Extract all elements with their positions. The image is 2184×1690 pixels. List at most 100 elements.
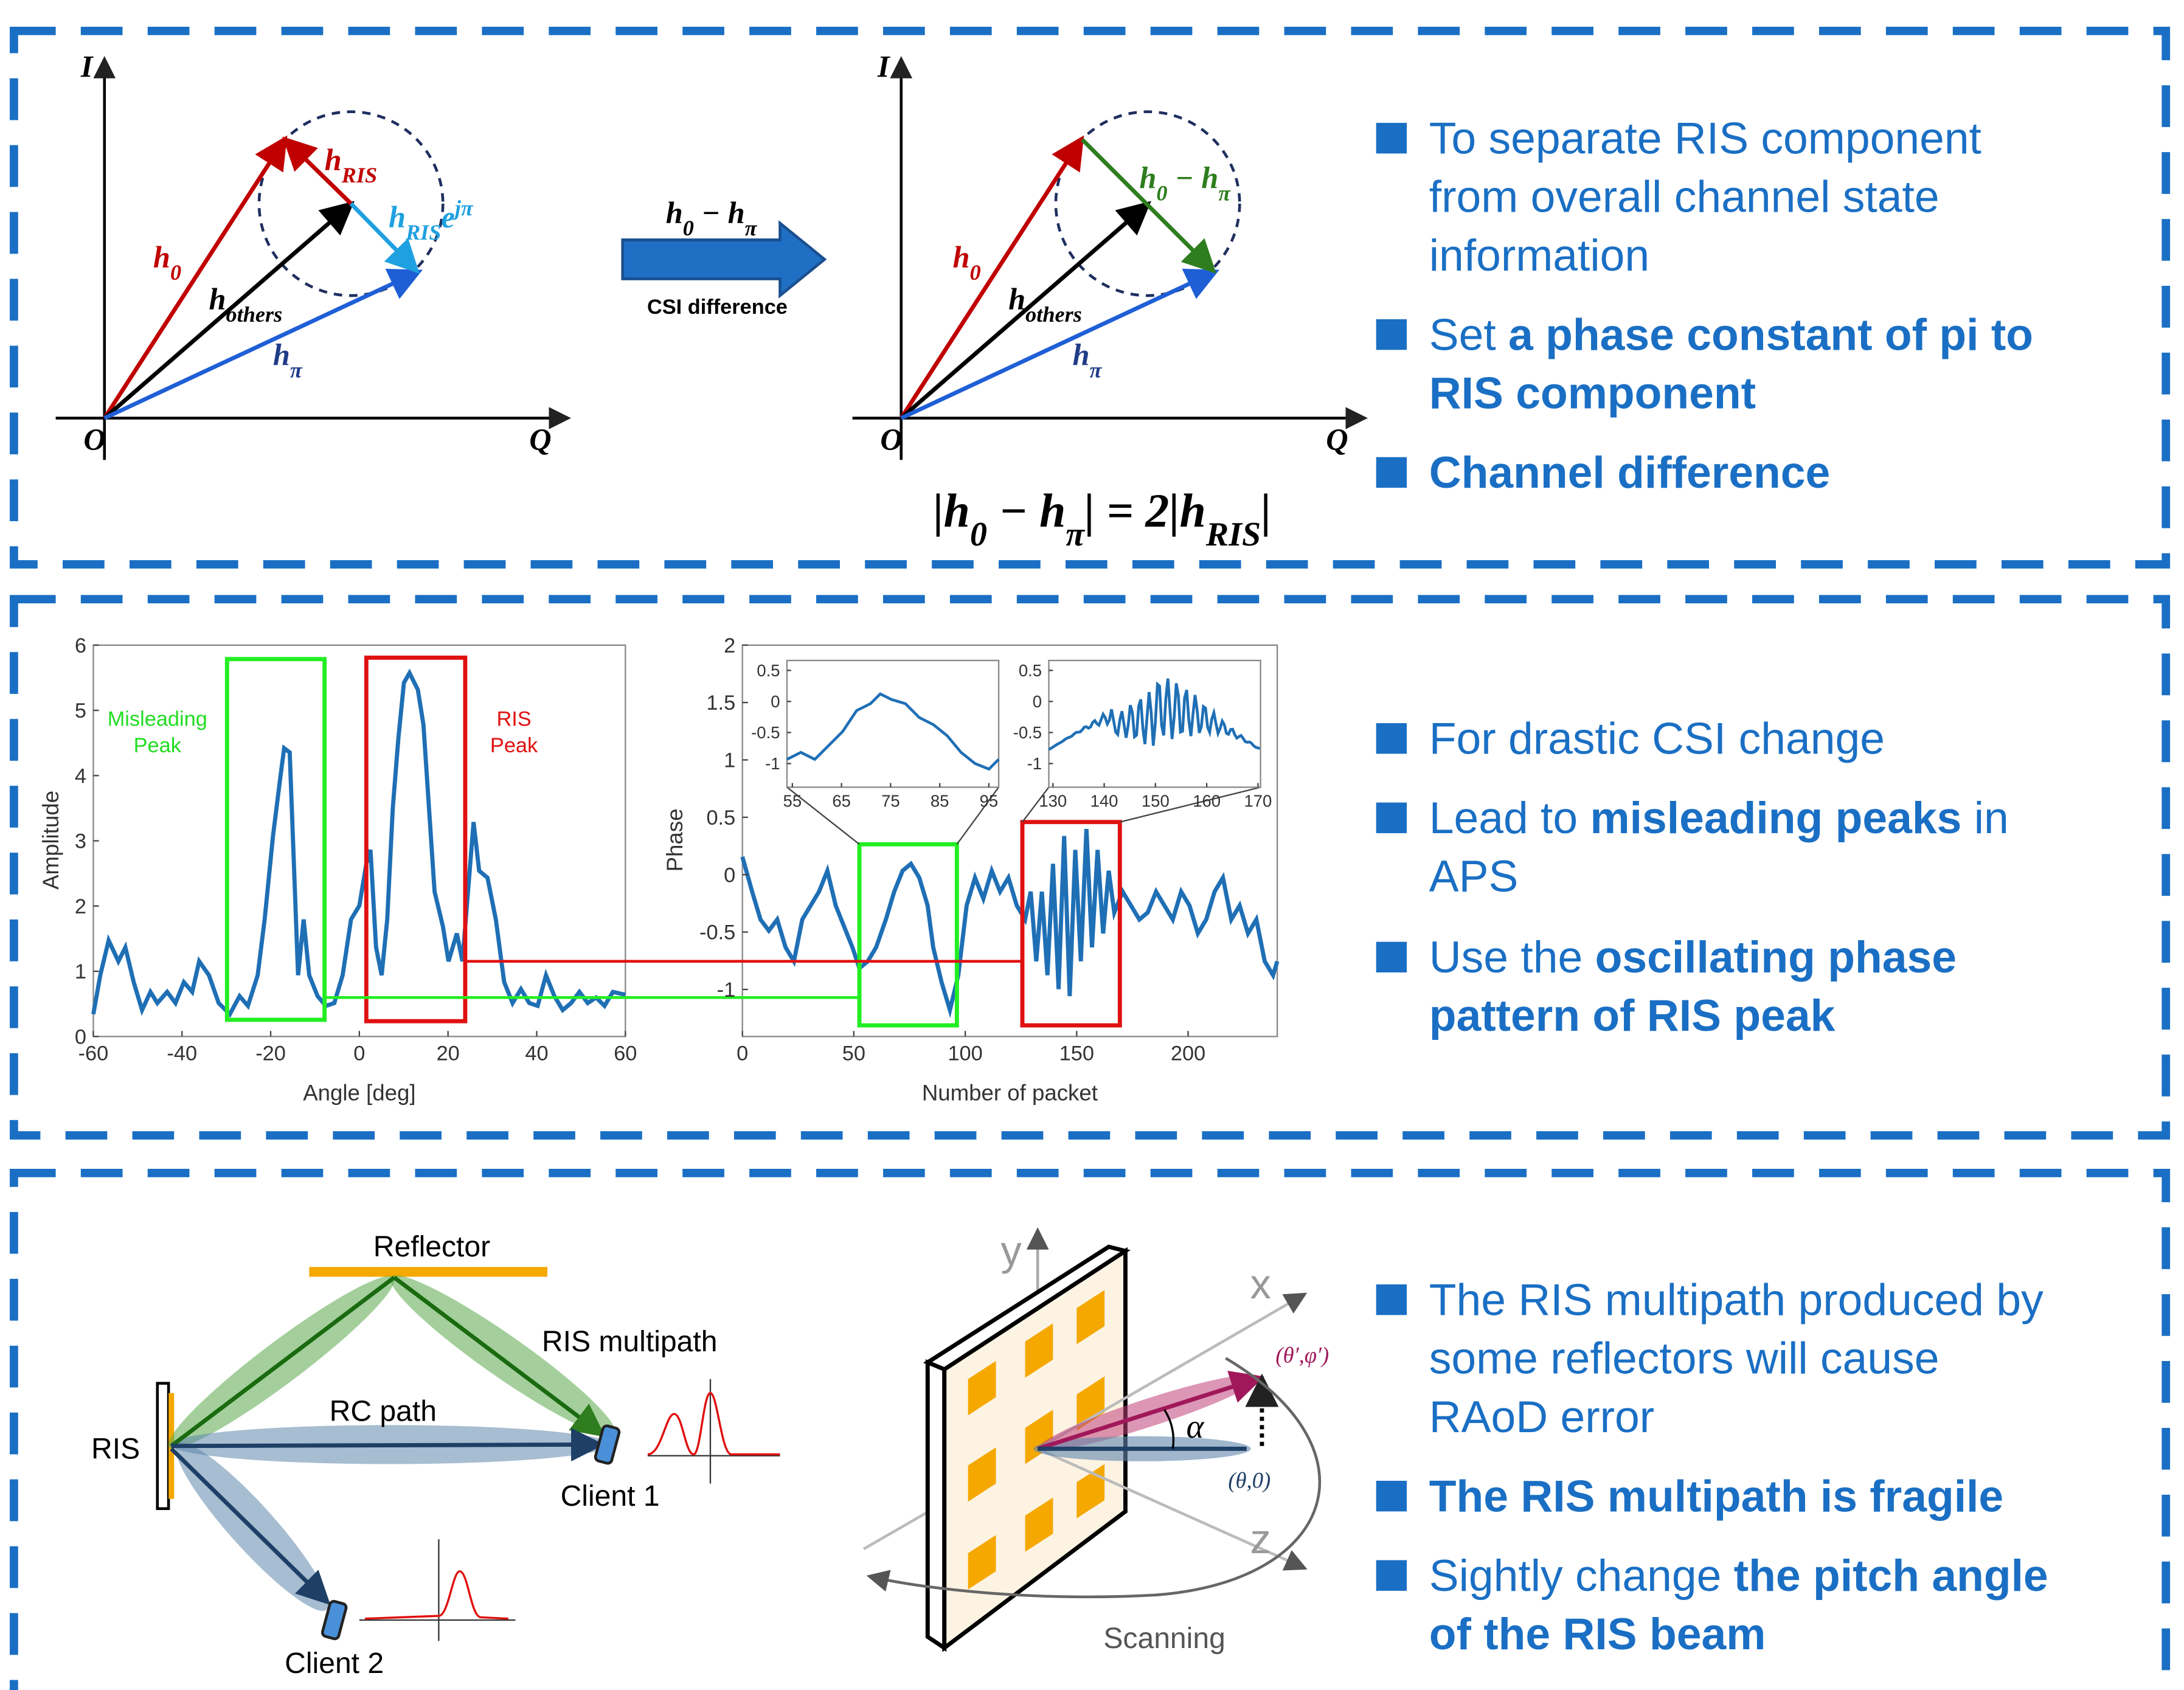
vector-label: hRISejπ [389,196,474,244]
text-segment: 0 [970,260,981,285]
text-segment: information [1429,230,1649,280]
bullet-marker [1376,1284,1407,1315]
text-segment: 0 [1156,181,1167,206]
text-segment: π [1089,358,1102,383]
y-tick-label: 0 [75,1025,86,1048]
axis-label: O [83,423,105,457]
text-segment: Channel difference [1429,448,1831,497]
y-tick-label: 0.5 [706,806,735,829]
ris-surface [158,1384,168,1509]
x-tick-label: 130 [1039,792,1067,811]
x-tick-label: 170 [1244,792,1272,811]
bullet-marker [1376,457,1407,488]
text-segment: − h [694,196,745,230]
equation: |h0 − hπ| = 2|hRIS| [933,485,1271,553]
bullet-text: information [1429,230,1649,280]
x-tick-label: 85 [931,792,949,811]
axis-label: z [1250,1515,1271,1562]
path-line [172,1444,597,1446]
annotation: Misleading [108,708,207,731]
bullet-marker [1376,319,1407,350]
label: Reflector [373,1230,490,1263]
text-segment: RIS [341,163,377,187]
bullet-text: To separate RIS component [1429,113,1981,163]
text-segment: a phase constant of pi to [1508,310,2033,359]
x-tick-label: 150 [1059,1042,1094,1065]
text-segment: misleading peaks [1590,793,1962,843]
text-segment: The RIS multipath is fragile [1429,1471,2003,1521]
figure: IOQhRIShRISejπh0hothershπh0 − hπCSI diff… [0,0,2184,1690]
text-segment: h [666,196,683,230]
text-segment: h [325,143,342,177]
text-segment: Sightly change [1429,1551,1734,1601]
text-segment: To separate RIS component [1429,113,1981,163]
bullet-text: Sightly change the pitch angle [1429,1551,2048,1601]
x-tick-label: 160 [1193,792,1221,811]
text-segment: e [441,200,454,234]
label: Client 2 [285,1647,384,1680]
x-tick-label: 65 [832,792,851,811]
x-axis-label: Number of packet [922,1081,1098,1106]
label: RC path [330,1394,437,1427]
bullet-text: APS [1429,851,1519,901]
text-segment: h [209,282,226,316]
axis-label: I [80,49,94,83]
x-tick-label: 95 [980,792,999,811]
text-segment: of the RIS beam [1429,1609,1766,1659]
label: RIS [91,1432,140,1465]
bullet-marker [1376,803,1407,833]
slab-side [927,1362,944,1647]
text-segment: Set [1429,310,1508,359]
y-tick-label: 0 [771,692,780,711]
mini-spectrum [648,1393,780,1455]
x-tick-label: 50 [842,1042,865,1065]
text-segment: some reflectors will cause [1429,1334,1940,1384]
mini-spectrum [365,1571,508,1619]
arrow-formula: h0 − hπ [666,196,758,240]
text-segment: For drastic CSI change [1429,713,1885,763]
path-line [172,1449,325,1599]
x-tick-label: 140 [1090,792,1118,811]
vector-label: h0 − hπ [1139,161,1231,206]
x-tick-label: 0 [353,1042,365,1065]
y-tick-label: 3 [75,830,86,853]
text-segment: h [952,240,969,274]
label: Scanning [1103,1622,1225,1655]
x-tick-label: 150 [1142,792,1170,811]
vector-label: hothers [1008,282,1082,327]
bullet-marker [1376,1481,1407,1511]
text-segment: h [1139,161,1156,195]
vector-label: h0 [153,240,181,285]
axis-label: y [1000,1227,1022,1274]
inset-frame [787,660,999,787]
bullet-text: The RIS multipath is fragile [1429,1471,2003,1521]
text-segment: from overall channel state [1429,172,1940,222]
text-segment: 0 [170,260,181,285]
bullet-marker [1376,123,1407,153]
angle-label: α [1187,1408,1205,1445]
y-tick-label: 0.5 [1019,661,1042,680]
bullet-text: Channel difference [1429,448,1831,497]
text-segment: Lead to [1429,793,1590,843]
bullet-marker [1376,942,1407,972]
text-segment: the pitch angle [1734,1551,2048,1601]
axis-label: x [1250,1261,1271,1307]
axis-label: Q [1326,423,1348,457]
vector-label: h0 [952,240,980,285]
text-segment: 0 [683,216,694,240]
x-axis-label: Angle [deg] [303,1081,415,1106]
right-vector-diagram [853,61,1362,460]
text-segment: in [1961,793,2008,843]
text-segment: pattern of RIS peak [1429,991,1836,1041]
y-axis-label: Amplitude [38,791,63,890]
label: RIS multipath [542,1325,718,1358]
bullet-text: RAoD error [1429,1392,1654,1442]
x-tick-label: 200 [1171,1042,1205,1065]
bullet-text: Set a phase constant of pi to [1429,310,2033,359]
bullet-text: Lead to misleading peaks in [1429,793,2009,843]
bullet-marker [1376,1560,1407,1591]
text-segment: RAoD error [1429,1392,1654,1442]
y-tick-label: -0.5 [751,723,780,742]
annotation: Peak [134,734,182,757]
bullet-text: RIS component [1429,369,1756,418]
